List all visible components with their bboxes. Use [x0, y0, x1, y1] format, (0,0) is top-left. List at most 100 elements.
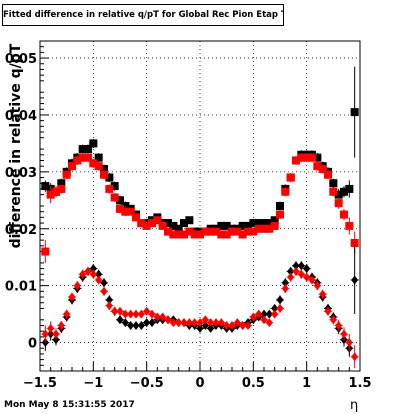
data-point [238, 230, 247, 239]
data-point [57, 179, 66, 188]
data-point [217, 318, 225, 328]
data-point [244, 221, 252, 230]
data-point [191, 318, 199, 328]
data-point [196, 230, 204, 239]
data-point [132, 320, 140, 330]
data-point [329, 315, 337, 325]
data-point [116, 306, 124, 316]
data-point [175, 318, 183, 328]
timestamp: Mon May 8 15:31:55 2017 [4, 400, 135, 410]
data-point [79, 269, 87, 279]
data-point [206, 227, 215, 236]
y-tick-label: 0.01 [5, 280, 37, 295]
data-point [89, 159, 98, 168]
data-point [340, 329, 348, 339]
x-tick-label: −0.5 [130, 376, 164, 391]
data-point [271, 309, 279, 319]
data-point [52, 187, 60, 196]
data-point [159, 312, 167, 322]
data-point [276, 295, 284, 305]
data-point [111, 306, 119, 316]
data-point [287, 272, 295, 282]
data-point [233, 318, 241, 328]
data-point [185, 227, 194, 236]
data-point [47, 323, 55, 333]
data-point [228, 320, 236, 330]
data-point [265, 318, 273, 328]
data-point [110, 182, 119, 191]
data-point [207, 323, 215, 333]
data-point [196, 323, 204, 333]
data-point [143, 306, 151, 316]
data-point [158, 221, 167, 230]
data-point [201, 227, 210, 236]
data-point [41, 329, 49, 339]
data-point [287, 266, 295, 276]
data-point [303, 272, 311, 282]
data-point [105, 173, 114, 182]
data-point [89, 139, 98, 148]
data-point [276, 210, 284, 219]
data-point [244, 320, 252, 330]
data-point [308, 275, 316, 285]
data-point [148, 219, 156, 228]
data-point [100, 286, 108, 296]
data-point [313, 281, 321, 291]
data-point [174, 230, 183, 239]
data-point [254, 224, 263, 233]
x-tick-label: 1.5 [348, 376, 371, 391]
data-point [271, 303, 279, 313]
data-point [84, 145, 92, 154]
data-point [233, 227, 242, 236]
series-1 [41, 153, 359, 263]
data-point [137, 309, 145, 319]
data-point [41, 182, 50, 191]
data-point [297, 261, 305, 271]
data-point [148, 318, 156, 328]
data-point [313, 162, 322, 171]
data-point [207, 318, 215, 328]
x-tick-label: −1 [83, 376, 103, 391]
data-point [78, 153, 87, 162]
data-point [148, 309, 156, 319]
data-point [249, 219, 258, 228]
data-point [126, 207, 135, 216]
data-point [249, 227, 258, 236]
data-point [292, 261, 300, 271]
data-point [303, 264, 311, 274]
data-point [116, 196, 124, 205]
data-point [121, 309, 129, 319]
data-point [180, 219, 188, 228]
data-point [340, 210, 348, 219]
data-point [190, 230, 199, 239]
data-point [105, 301, 113, 311]
data-point [350, 238, 359, 247]
data-point [260, 309, 268, 319]
data-point [164, 219, 172, 228]
data-point [254, 219, 263, 228]
data-point [180, 318, 188, 328]
data-point [142, 221, 151, 230]
data-point [238, 221, 247, 230]
data-point [94, 153, 103, 162]
y-tick-label: 0.05 [5, 52, 37, 67]
data-point [281, 284, 289, 293]
data-point [265, 219, 274, 228]
data-point [345, 184, 354, 193]
data-point [132, 309, 140, 319]
data-point [222, 230, 231, 239]
data-point [121, 202, 130, 210]
data-point [89, 269, 97, 279]
data-point [153, 312, 161, 322]
x-tick-label: 0.5 [242, 376, 265, 391]
data-point [174, 224, 183, 233]
data-point [260, 219, 268, 228]
data-point [292, 156, 300, 165]
data-point [116, 315, 124, 325]
data-point [62, 170, 71, 179]
data-point [281, 187, 290, 196]
data-point [84, 153, 92, 162]
data-point [335, 320, 343, 330]
data-point [324, 170, 332, 179]
